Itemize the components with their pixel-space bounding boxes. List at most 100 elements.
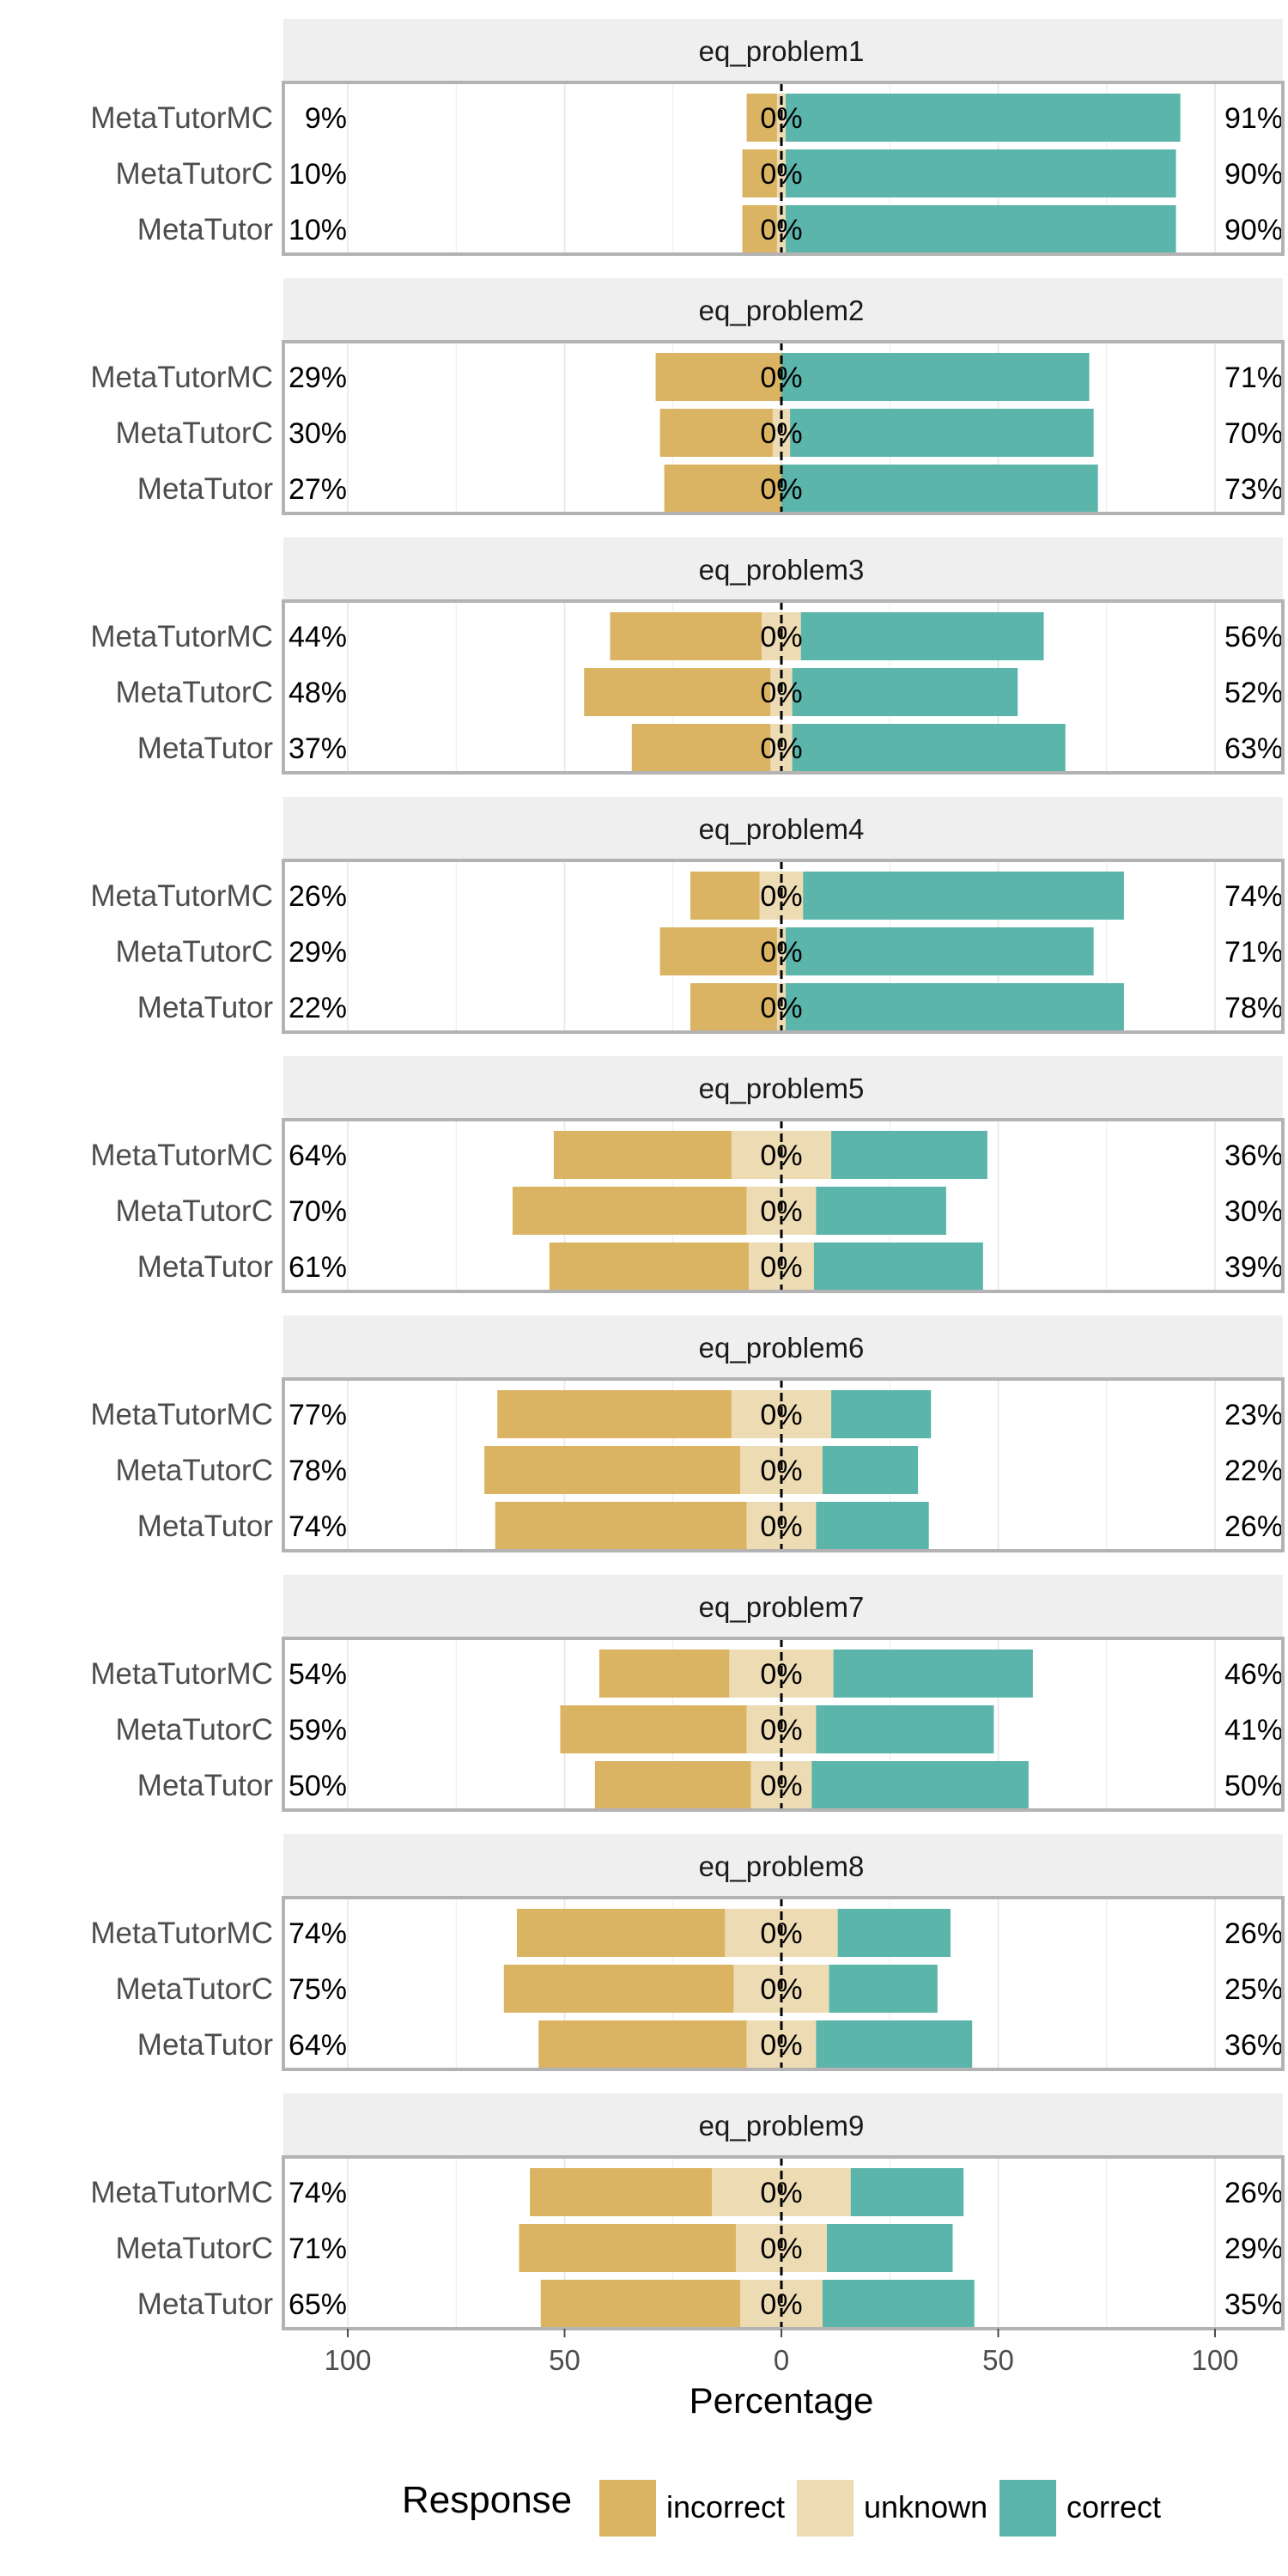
bar-row: MetaTutorMC 9% 0% 91% [90,94,1283,142]
left-percent-label: 22% [289,992,347,1024]
row-label: MetaTutorMC [90,1398,273,1431]
bar-correct [803,872,1124,920]
bar-correct [827,2224,953,2272]
bar-correct [831,1131,987,1179]
row-label: MetaTutor [137,213,274,246]
panel-border [282,599,1285,775]
right-percent-label: 90% [1224,214,1283,246]
legend-item-correct: correct [999,2480,1161,2537]
facet-strip [283,2093,1283,2157]
bar-incorrect [659,409,773,457]
bar-correct [811,1761,1029,1809]
bar-unknown-right [781,983,787,1031]
row-label: MetaTutor [137,1250,274,1284]
bar-unknown-right [781,1502,817,1550]
left-percent-label: 64% [289,1139,347,1172]
bar-unknown-right [781,1242,814,1291]
bar-correct [781,353,1090,401]
row-label: MetaTutor [137,991,274,1024]
row-label: MetaTutorMC [90,2176,273,2209]
left-percent-label: 10% [289,214,347,246]
right-percent-label: 46% [1224,1658,1283,1691]
left-percent-label: 64% [289,2029,347,2062]
bar-correct [822,1446,919,1494]
bar-correct [816,1502,929,1550]
left-percent-label: 37% [289,732,347,765]
bar-unknown-right [781,668,793,716]
row-label: MetaTutorC [116,1713,273,1747]
bar-row: MetaTutor 64% 0% 36% [137,2020,1283,2069]
bar-correct [822,2280,975,2328]
bar-correct [816,1187,946,1235]
bar-unknown-right [781,205,787,253]
legend: Response incorrect unknown correct [402,2479,1161,2537]
facet-title: eq_problem9 [699,2110,865,2142]
bar-unknown-right [781,1705,817,1753]
bar-correct [816,2020,973,2069]
right-percent-label: 39% [1224,1251,1283,1284]
bar-incorrect [742,149,777,197]
facet-panel: eq_problem9 MetaTutorMC 74% 0% 26% MetaTutorC… [90,2093,1285,2330]
bar-correct [792,724,1066,772]
row-label: MetaTutorMC [90,879,273,913]
bar-unknown-right [781,872,804,920]
panel-border [282,81,1285,256]
bar-correct [816,1705,994,1753]
bar-row: MetaTutor 22% 0% 78% [137,983,1283,1031]
panel-border [282,1377,1285,1552]
right-percent-label: 73% [1224,473,1283,506]
bar-unknown-right [781,409,791,457]
bar-incorrect [659,927,777,975]
bar-row: MetaTutorC 71% 0% 29% [116,2224,1283,2272]
bar-row: MetaTutorC 59% 0% 41% [116,1705,1283,1753]
bar-incorrect [538,2020,747,2069]
bar-row: MetaTutorC 30% 0% 70% [116,409,1283,457]
bar-row: MetaTutor 10% 0% 90% [137,205,1283,253]
left-percent-label: 74% [289,1917,347,1950]
right-percent-label: 36% [1224,2029,1283,2062]
facet-strip [283,797,1283,860]
left-percent-label: 30% [289,417,347,450]
bar-incorrect [746,94,777,142]
panel-border [282,1118,1285,1293]
bar-row: MetaTutorMC 77% 0% 23% [90,1390,1283,1438]
facet-title: eq_problem8 [699,1850,865,1882]
legend-title: Response [402,2479,572,2521]
bar-unknown-right [781,94,787,142]
left-percent-label: 61% [289,1251,347,1284]
left-percent-label: 48% [289,677,347,709]
bar-correct [786,205,1176,253]
left-percent-label: 10% [289,158,347,191]
bar-row: MetaTutorMC 74% 0% 26% [90,2168,1283,2216]
row-label: MetaTutorC [116,2232,273,2265]
left-percent-label: 27% [289,473,347,506]
bar-correct [781,465,1098,513]
left-percent-label: 74% [289,1510,347,1543]
left-percent-label: 54% [289,1658,347,1691]
facet-strip [283,1575,1283,1638]
row-label: MetaTutorMC [90,1139,273,1172]
legend-swatch-unknown [797,2480,854,2537]
bar-incorrect [594,1761,751,1809]
bar-unknown-right [781,1909,838,1957]
bar-unknown-right [781,2168,851,2216]
bar-unknown-right [781,2280,823,2328]
bar-unknown-right [781,2020,817,2069]
panel-border [282,2155,1285,2330]
row-label: MetaTutor [137,472,274,506]
row-label: MetaTutorC [116,1972,273,2006]
bar-row: MetaTutorC 78% 0% 22% [116,1446,1283,1494]
left-percent-label: 26% [289,880,347,913]
row-label: MetaTutorMC [90,361,273,394]
bar-unknown-right [781,724,793,772]
bar-unknown-right [781,1131,832,1179]
bar-correct [786,94,1181,142]
